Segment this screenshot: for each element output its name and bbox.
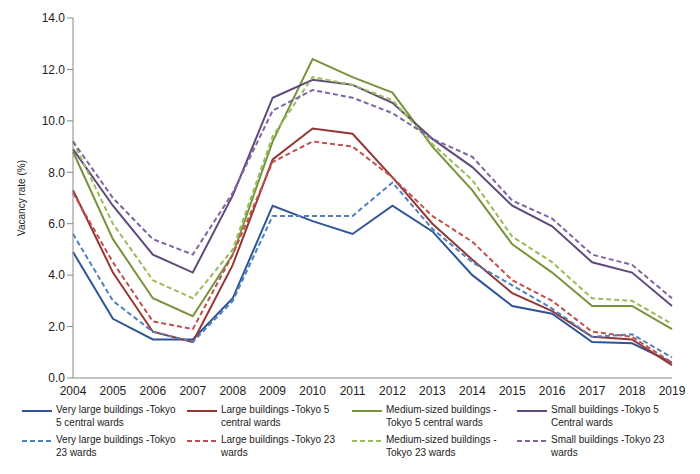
svg-text:2018: 2018 (619, 384, 646, 398)
html-text:Large buildings -Tokyo 23 ward: Large buildings -Tokyo 23 wards (221, 434, 335, 458)
svg-text:2.0: 2.0 (48, 320, 65, 334)
svg-text:4.0: 4.0 (48, 268, 65, 282)
svg-text:2007: 2007 (179, 384, 206, 398)
html-text:Medium-sized buildings -Tokyo: Medium-sized buildings -Tokyo 5 central … (386, 404, 497, 428)
svg-text:2008: 2008 (219, 384, 246, 398)
html-text:Very large buildings -Tokyo 23: Very large buildings -Tokyo 23 wards (56, 434, 176, 458)
svg-text:2004: 2004 (60, 384, 87, 398)
html-text:Medium-sized buildings -Tokyo: Medium-sized buildings -Tokyo 23 wards (386, 434, 497, 458)
svg-text:10.0: 10.0 (42, 114, 66, 128)
html-text:Small buildings -Tokyo 5 Centr: Small buildings -Tokyo 5 Central wards (551, 404, 659, 428)
svg-text:6.0: 6.0 (48, 217, 65, 231)
svg-text:12.0: 12.0 (42, 63, 66, 77)
html-text:Very large buildings -Tokyo 5: Very large buildings -Tokyo 5 central wa… (56, 404, 176, 428)
svg-text:8.0: 8.0 (48, 166, 65, 180)
svg-text:14.0: 14.0 (42, 11, 66, 25)
svg-text:0.0: 0.0 (48, 371, 65, 385)
svg-text:2014: 2014 (459, 384, 486, 398)
svg-text:2019: 2019 (659, 384, 686, 398)
svg-text:2016: 2016 (539, 384, 566, 398)
svg-text:2011: 2011 (340, 384, 366, 398)
svg-text:2015: 2015 (499, 384, 526, 398)
svg-text:2010: 2010 (299, 384, 326, 398)
html-text:Small buildings -Tokyo 23 ward: Small buildings -Tokyo 23 wards (551, 434, 665, 458)
svg-text:2012: 2012 (379, 384, 406, 398)
svg-text:2005: 2005 (100, 384, 127, 398)
svg-text:2013: 2013 (419, 384, 446, 398)
svg-text:2006: 2006 (140, 384, 167, 398)
svg-text:Vacancy rate (%): Vacancy rate (%) (16, 160, 27, 236)
svg-text:2009: 2009 (259, 384, 286, 398)
html-text:Large buildings -Tokyo 5 centr: Large buildings -Tokyo 5 central wards (221, 404, 330, 428)
svg-text:2017: 2017 (579, 384, 606, 398)
